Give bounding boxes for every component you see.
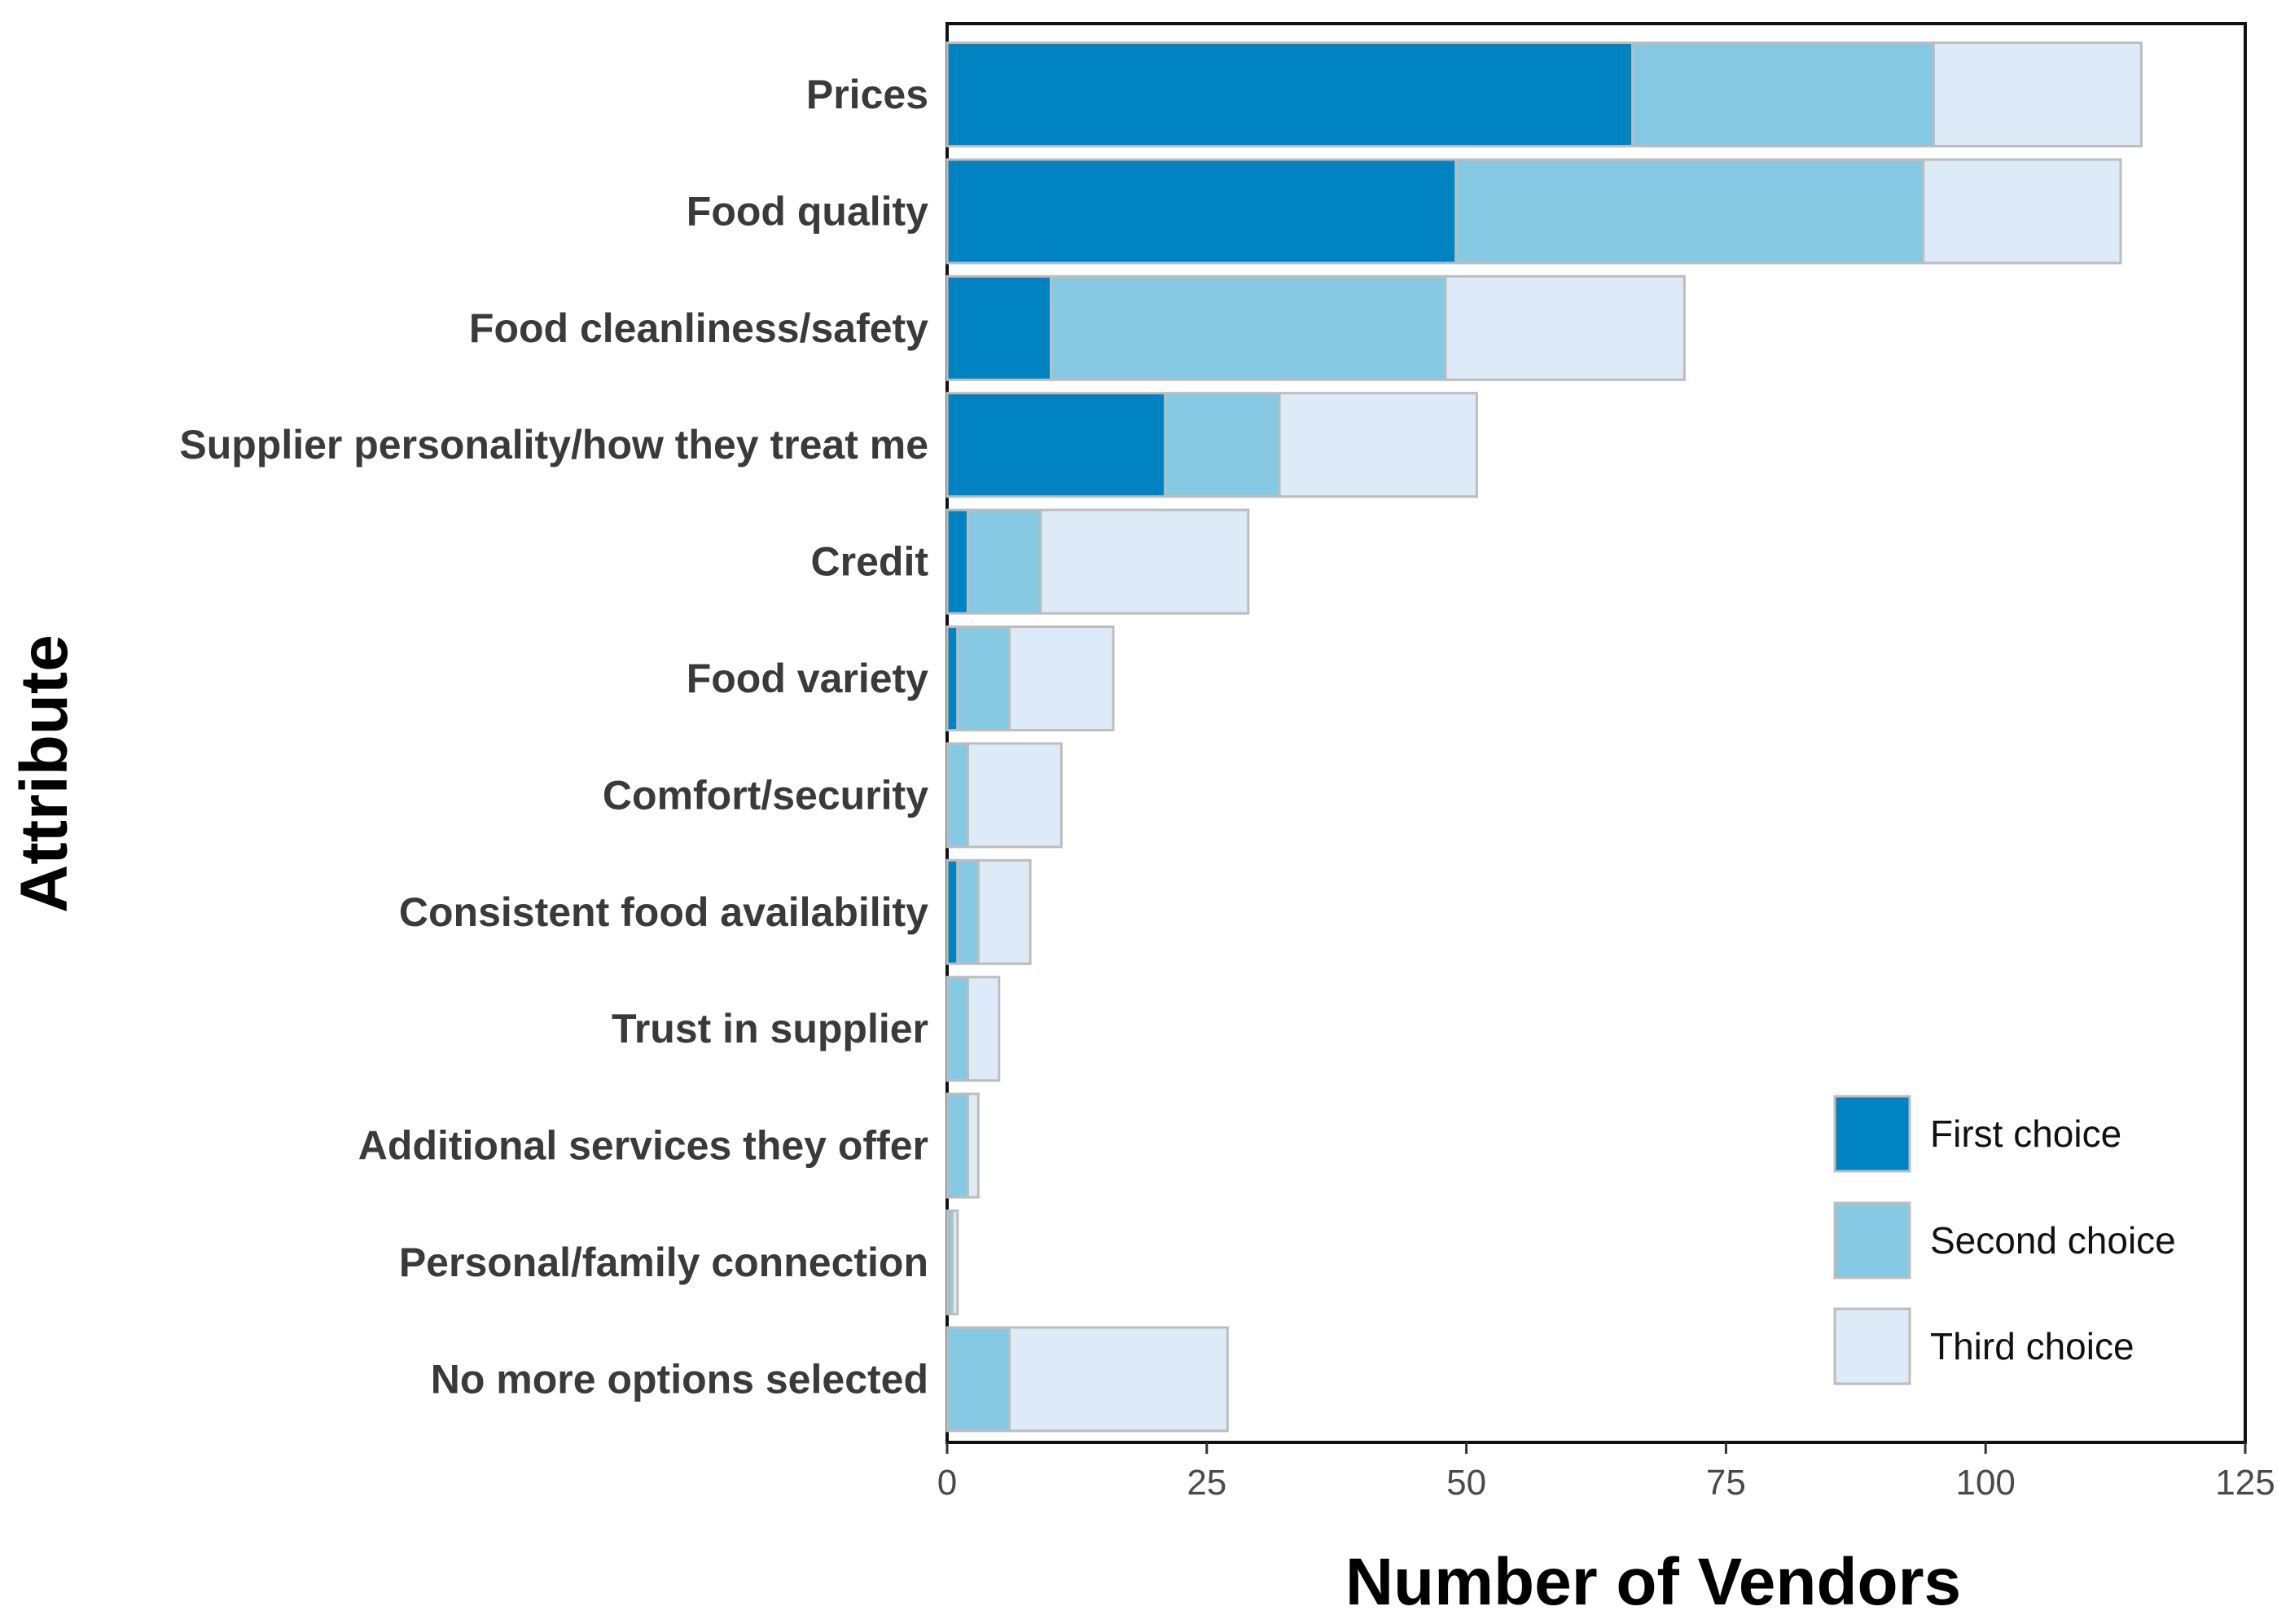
x-tick-label: 100 [1955, 1463, 2015, 1503]
legend-label: First choice [1930, 1113, 2121, 1155]
legend: First choice Second choice Third choice [1833, 1095, 2176, 1385]
category-label: Supplier personality/how they treat me [179, 422, 928, 467]
bar-segment-1-row-2 [945, 158, 1458, 265]
legend-label: Second choice [1930, 1219, 2176, 1262]
bar-segment-3-row-1 [1932, 42, 2143, 147]
bar-segment-3-row-9 [967, 976, 1001, 1082]
category-label: Comfort/security [603, 772, 928, 818]
bar-segment-2-row-5 [967, 508, 1042, 615]
x-tick-label: 125 [2215, 1463, 2275, 1503]
bar-segment-2-row-12 [945, 1326, 1011, 1433]
bar-segment-3-row-6 [1008, 625, 1115, 731]
category-label: Prices [806, 72, 928, 117]
bar-segment-1-row-6 [945, 625, 959, 731]
bar-segment-2-row-4 [1164, 392, 1281, 498]
bar-segment-1-row-1 [945, 42, 1634, 147]
bar-segment-3-row-7 [967, 742, 1063, 849]
category-label: Food quality [687, 188, 928, 234]
bar-segment-3-row-8 [976, 858, 1032, 965]
category-label: Trust in supplier [612, 1006, 928, 1051]
x-axis-title: Number of Vendors [1345, 1545, 1961, 1619]
legend-label: Third choice [1930, 1325, 2134, 1367]
bar-segment-3-row-4 [1278, 392, 1478, 498]
legend-swatch-3 [1833, 1307, 1911, 1385]
category-labels: Prices Food quality Food cleanliness/safet… [179, 72, 928, 1402]
category-label: No more options selected [431, 1356, 928, 1402]
x-tick-label: 75 [1706, 1463, 1746, 1503]
x-tick-label: 25 [1187, 1463, 1226, 1503]
category-label: Food variety [687, 656, 928, 701]
category-label: Food cleanliness/safety [469, 305, 928, 351]
bar-segment-2-row-7 [945, 742, 969, 849]
bar-segment-1-row-8 [945, 858, 959, 965]
x-tick-label: 0 [937, 1463, 957, 1503]
bar-segment-1-row-5 [945, 508, 969, 615]
bar-segment-2-row-2 [1454, 158, 1925, 265]
category-label: Additional services they offer [358, 1123, 928, 1169]
bar-segment-2-row-9 [945, 976, 969, 1082]
bar-segment-2-row-8 [956, 858, 980, 965]
bar-segment-2-row-3 [1050, 274, 1447, 381]
bar-segment-2-row-1 [1631, 42, 1935, 147]
legend-swatch-1 [1833, 1095, 1911, 1173]
category-label: Personal/family connection [399, 1240, 928, 1285]
bar-segment-3-row-3 [1444, 274, 1686, 381]
category-label: Consistent food availability [399, 889, 928, 935]
x-axis: 0 25 50 75 100 125 [937, 1442, 2275, 1503]
category-label: Credit [811, 539, 929, 585]
legend-swatch-2 [1833, 1201, 1911, 1279]
bar-segment-1-row-4 [945, 392, 1167, 498]
x-tick-label: 50 [1446, 1463, 1486, 1503]
y-axis-title: Attribute [7, 634, 81, 913]
bar-segment-3-row-2 [1922, 158, 2122, 265]
bar-segment-2-row-6 [956, 625, 1011, 731]
bar-segment-3-row-5 [1039, 508, 1250, 615]
bar-segment-2-row-10 [945, 1092, 969, 1199]
bar-segment-3-row-10 [967, 1092, 980, 1199]
bar-segment-1-row-3 [945, 274, 1052, 381]
bar-segment-3-row-11 [950, 1209, 959, 1315]
bar-segment-3-row-12 [1008, 1326, 1229, 1433]
bars-group [945, 42, 2143, 1433]
